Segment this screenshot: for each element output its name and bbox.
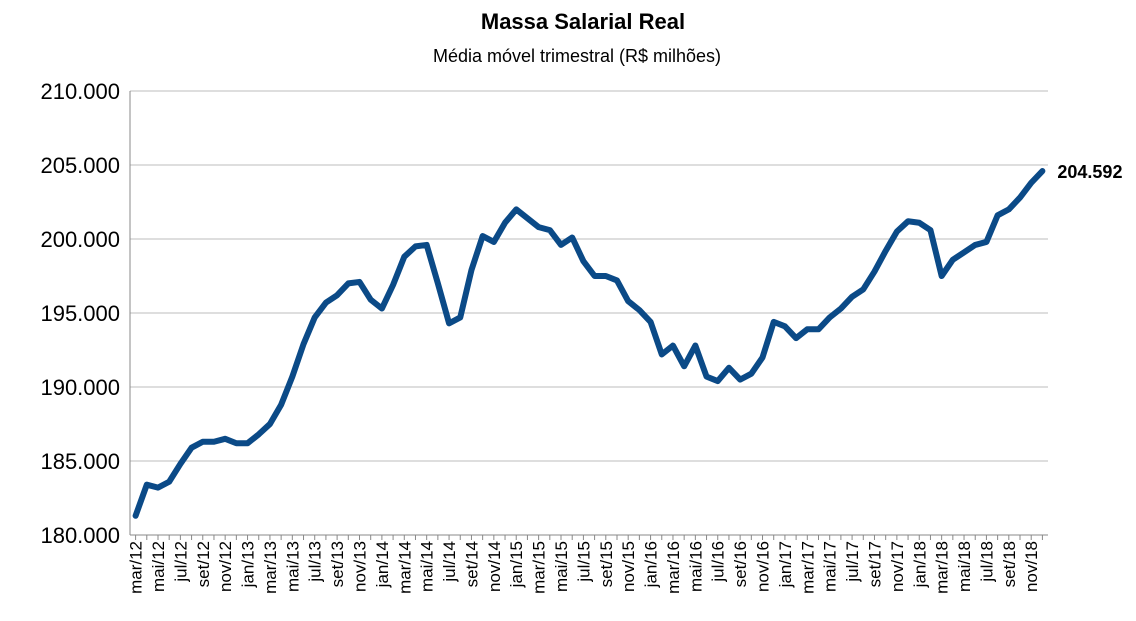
x-tick-label: mar/14	[395, 541, 414, 594]
x-tick-label: jan/14	[373, 541, 392, 588]
x-tick-label: mar/17	[798, 541, 817, 594]
y-tick-label: 200.000	[40, 227, 120, 252]
line-series	[132, 168, 1046, 519]
x-tick-label: mar/18	[933, 541, 952, 594]
x-tick-label: mai/12	[149, 541, 168, 592]
x-tick-label: mai/13	[283, 541, 302, 592]
x-tick-label: mai/17	[821, 541, 840, 592]
x-tick-label: mar/16	[664, 541, 683, 594]
x-tick-label: nov/18	[1022, 541, 1041, 592]
y-tick-label: 180.000	[40, 523, 120, 548]
x-tick-label: nov/12	[216, 541, 235, 592]
x-tick-label: set/12	[194, 541, 213, 587]
x-tick-label: set/17	[865, 541, 884, 587]
x-tick-label: set/16	[731, 541, 750, 587]
x-tick-label: jan/17	[776, 541, 795, 588]
y-tick-label: 190.000	[40, 375, 120, 400]
x-tick-label: mar/13	[261, 541, 280, 594]
x-tick-label: mai/18	[955, 541, 974, 592]
y-tick-label: 195.000	[40, 301, 120, 326]
x-tick-label: jul/15	[574, 541, 593, 583]
x-tick-label: mai/16	[686, 541, 705, 592]
y-tick-label: 185.000	[40, 449, 120, 474]
x-tick-label: set/15	[597, 541, 616, 587]
data-label: 204.592	[1057, 162, 1122, 182]
x-tick-label: jan/13	[239, 541, 258, 588]
x-tick-label: nov/17	[888, 541, 907, 592]
x-tick-label: jul/18	[977, 541, 996, 583]
x-tick-label: jul/17	[843, 541, 862, 583]
x-tick-label: nov/16	[754, 541, 773, 592]
x-tick-label: set/14	[462, 541, 481, 587]
x-tick-label: mai/15	[552, 541, 571, 592]
x-tick-label: set/13	[328, 541, 347, 587]
x-tick-label: set/18	[1000, 541, 1019, 587]
x-tick-label: jul/13	[306, 541, 325, 583]
x-tick-label: mar/15	[530, 541, 549, 594]
x-tick-label: mar/12	[127, 541, 146, 594]
chart-title: Massa Salarial Real	[481, 9, 685, 34]
x-tick-label: jan/18	[910, 541, 929, 588]
chart-subtitle: Média móvel trimestral (R$ milhões)	[433, 46, 721, 66]
x-tick-label: jul/16	[709, 541, 728, 583]
y-tick-label: 210.000	[40, 79, 120, 104]
x-tick-label: nov/15	[619, 541, 638, 592]
y-tick-label: 205.000	[40, 153, 120, 178]
x-tick-label: jul/14	[440, 541, 459, 583]
x-tick-label: jan/15	[507, 541, 526, 588]
x-tick-label: jul/12	[171, 541, 190, 583]
x-tick-label: nov/14	[485, 541, 504, 592]
x-tick-label: mai/14	[418, 541, 437, 592]
x-tick-label: nov/13	[351, 541, 370, 592]
x-tick-label: jan/16	[642, 541, 661, 588]
